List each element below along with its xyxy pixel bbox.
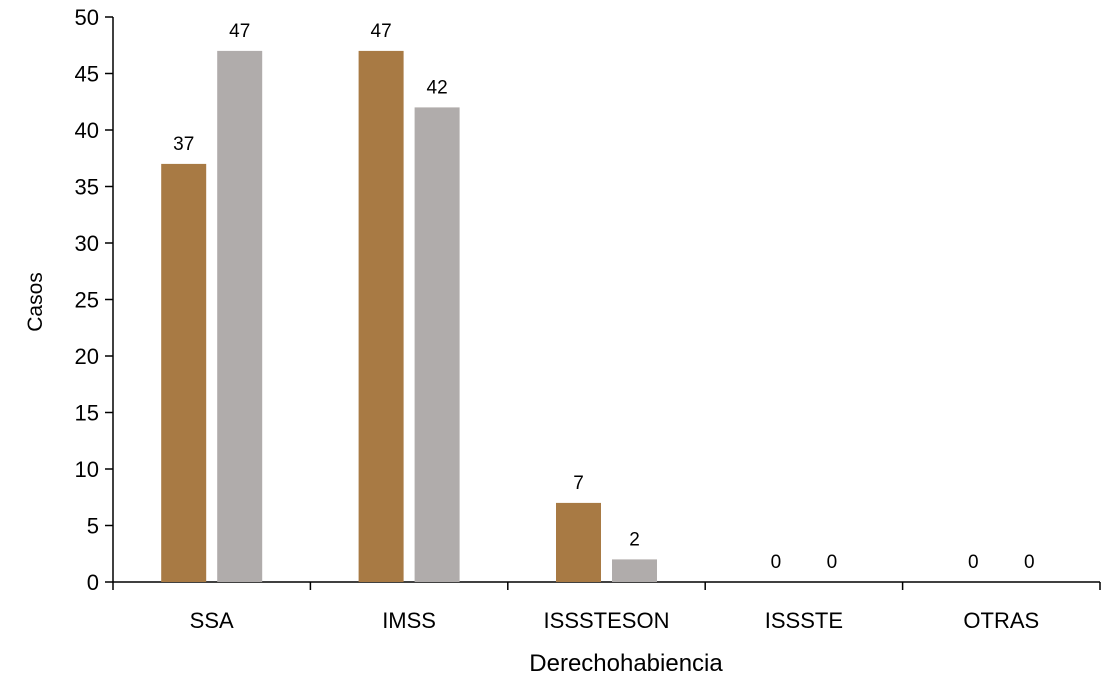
y-tick-label: 40 <box>75 118 99 143</box>
x-category-label: ISSSTESON <box>544 608 670 633</box>
bar <box>556 502 601 582</box>
bar-value-label: 42 <box>427 77 448 98</box>
y-tick-label: 30 <box>75 231 99 256</box>
y-tick-label: 0 <box>87 570 99 595</box>
bar <box>414 107 460 583</box>
bar-value-label: 2 <box>629 529 640 550</box>
bar-value-label: 0 <box>771 552 782 573</box>
y-tick-label: 50 <box>75 5 99 30</box>
bars <box>161 50 657 583</box>
y-tick-label: 25 <box>75 288 99 313</box>
x-category-label: SSA <box>190 608 234 633</box>
y-tick-label: 35 <box>75 175 99 200</box>
x-category-label: IMSS <box>382 608 436 633</box>
y-tick-label: 45 <box>75 62 99 87</box>
bar-value-label: 0 <box>968 552 979 573</box>
bar-value-label: 7 <box>573 473 584 494</box>
data-labels: 37 47 47 42 7 2 0 0 0 0 <box>173 21 1034 573</box>
y-tick-label: 10 <box>75 457 99 482</box>
x-category-label: OTRAS <box>963 608 1039 633</box>
x-axis-title: Derechohabiencia <box>529 650 723 677</box>
bar-value-label: 0 <box>827 552 838 573</box>
bar <box>358 50 404 582</box>
y-tick-label: 5 <box>87 514 99 539</box>
y-tick-label: 15 <box>75 401 99 426</box>
y-tick-label: 20 <box>75 344 99 369</box>
bar-value-label: 37 <box>173 134 194 155</box>
y-axis-title: Casos <box>24 272 47 332</box>
bar-value-label: 47 <box>371 21 392 42</box>
bar-value-label: 47 <box>229 21 250 42</box>
bar-value-label: 0 <box>1024 552 1035 573</box>
x-axis: SSA IMSS ISSSTESON ISSSTE OTRAS <box>112 581 1101 633</box>
bar <box>612 559 657 582</box>
bar <box>217 50 263 582</box>
x-category-label: ISSSTE <box>765 608 843 633</box>
bar <box>161 163 207 582</box>
y-axis: 0 5 10 15 20 25 30 35 40 45 50 <box>75 5 114 595</box>
